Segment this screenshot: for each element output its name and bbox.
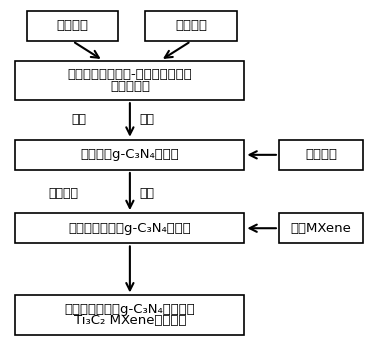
Text: 三聚氰胺: 三聚氰胺: [57, 19, 89, 33]
FancyBboxPatch shape: [15, 213, 244, 243]
FancyBboxPatch shape: [15, 295, 244, 335]
FancyBboxPatch shape: [279, 213, 363, 243]
Text: 前体水溶液: 前体水溶液: [110, 80, 150, 93]
Text: 三维交联g-C₃N₄催化剂: 三维交联g-C₃N₄催化剂: [81, 148, 179, 161]
Text: Ti₃C₂ MXene光催化剂: Ti₃C₂ MXene光催化剂: [74, 314, 186, 327]
Text: 二维MXene: 二维MXene: [290, 222, 351, 235]
Text: 富缺陷三维交联g-C₃N₄催化剂: 富缺陷三维交联g-C₃N₄催化剂: [68, 222, 191, 235]
Text: 三维网络三聚氰胺-三聚氰酸超分子: 三维网络三聚氰胺-三聚氰酸超分子: [68, 68, 192, 81]
Text: 退火: 退火: [139, 187, 154, 200]
Text: 退火: 退火: [139, 113, 154, 126]
Text: 富缺陷三维交联g-C₃N₄杂化二维: 富缺陷三维交联g-C₃N₄杂化二维: [65, 303, 195, 316]
FancyBboxPatch shape: [15, 140, 244, 170]
Text: 三聚氰酸: 三聚氰酸: [175, 19, 207, 33]
FancyBboxPatch shape: [15, 61, 244, 100]
FancyBboxPatch shape: [145, 11, 237, 41]
Text: 硼氢化钠: 硼氢化钠: [305, 148, 337, 161]
FancyBboxPatch shape: [27, 11, 118, 41]
Text: 干燥: 干燥: [71, 113, 86, 126]
FancyBboxPatch shape: [279, 140, 363, 170]
Text: 空气条件: 空气条件: [48, 187, 78, 200]
